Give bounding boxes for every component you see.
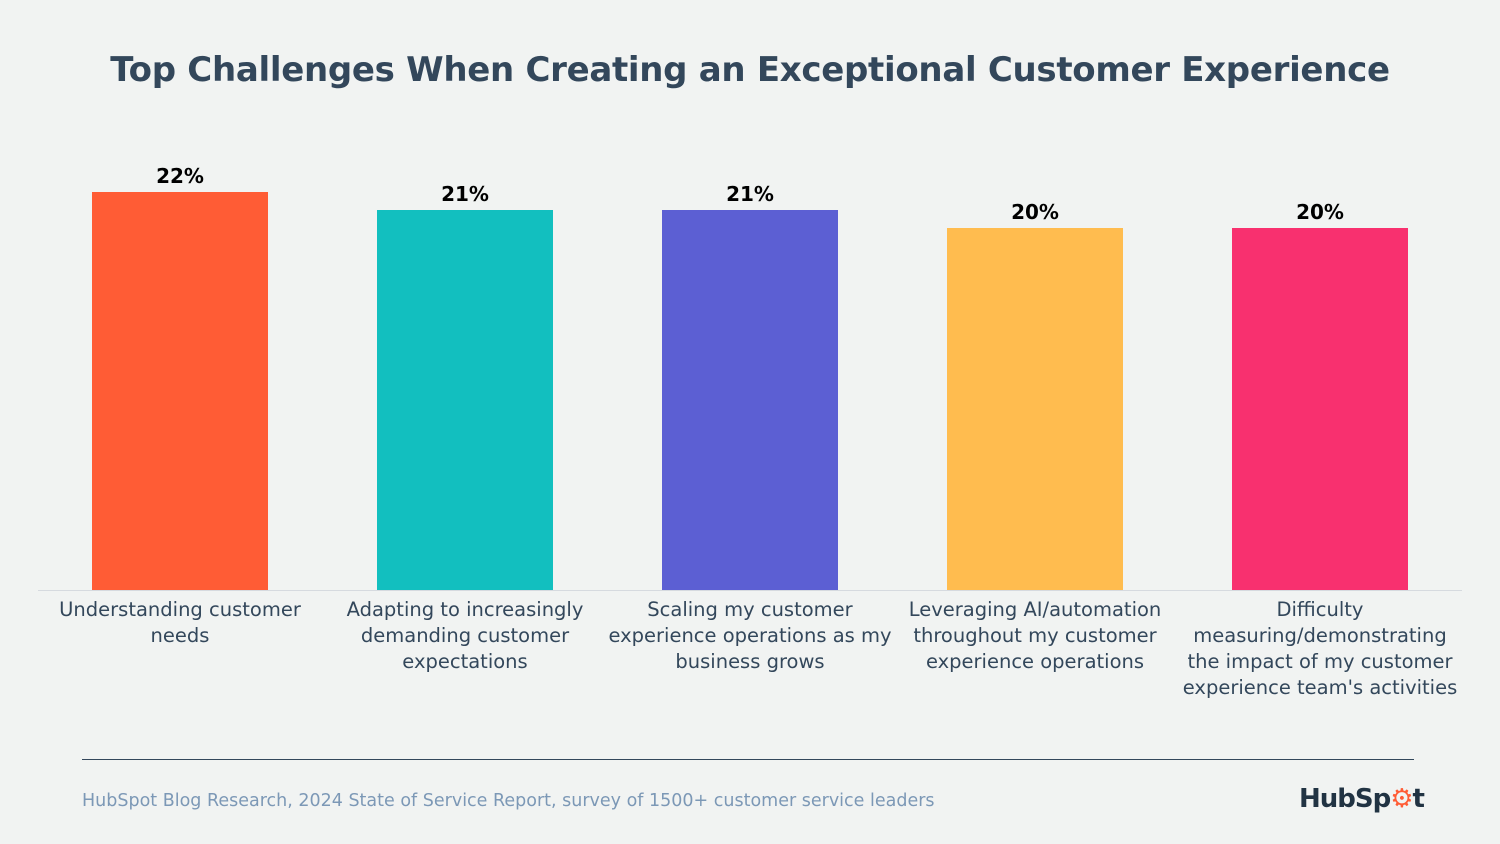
value-label: 20% — [1296, 200, 1344, 224]
value-label: 22% — [156, 163, 204, 188]
bar — [662, 209, 838, 590]
bar — [377, 209, 553, 590]
source-note: HubSpot Blog Research, 2024 State of Ser… — [82, 791, 935, 811]
hubspot-logo: HubSp⚙t — [1299, 784, 1425, 814]
bar — [1232, 228, 1408, 590]
category-label: Adapting to increasingly demanding custo… — [346, 598, 584, 673]
sprocket-icon: ⚙ — [1390, 784, 1413, 814]
category-label: Scaling my customer experience operation… — [608, 598, 892, 673]
bar — [947, 228, 1123, 590]
x-axis-line — [38, 590, 1462, 591]
value-label: 21% — [441, 181, 489, 206]
category-label: Understanding customer needs — [59, 598, 301, 647]
value-label: 20% — [1011, 200, 1059, 224]
chart-title: Top Challenges When Creating an Exceptio… — [110, 50, 1390, 90]
category-label: Leveraging AI/automation throughout my c… — [908, 598, 1162, 673]
logo-text-t: t — [1412, 784, 1425, 814]
value-label: 21% — [726, 181, 774, 206]
logo-text-hubsp: HubSp — [1299, 784, 1391, 814]
footer-divider — [82, 759, 1414, 760]
bar — [92, 191, 268, 590]
category-label: Difficulty measuring/demonstrating the i… — [1182, 598, 1458, 699]
